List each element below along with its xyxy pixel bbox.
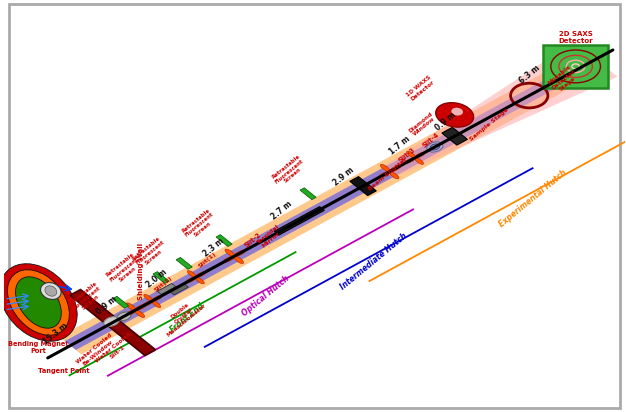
Text: Slit-3: Slit-3 bbox=[398, 147, 416, 164]
Text: Sample Stage: Sample Stage bbox=[468, 107, 509, 142]
Text: 2.9 m: 2.9 m bbox=[332, 166, 356, 187]
Ellipse shape bbox=[16, 277, 61, 328]
Text: Retractable
Fluorescent
Screen: Retractable Fluorescent Screen bbox=[131, 235, 169, 271]
Ellipse shape bbox=[415, 152, 425, 158]
Ellipse shape bbox=[8, 270, 69, 335]
Ellipse shape bbox=[0, 264, 77, 341]
Ellipse shape bbox=[379, 171, 390, 178]
Ellipse shape bbox=[104, 317, 120, 326]
FancyBboxPatch shape bbox=[274, 206, 324, 235]
FancyBboxPatch shape bbox=[9, 4, 620, 408]
Ellipse shape bbox=[436, 103, 474, 127]
Ellipse shape bbox=[41, 283, 61, 300]
Text: Experimental Hutch: Experimental Hutch bbox=[497, 168, 568, 229]
Text: Optical Hutch: Optical Hutch bbox=[240, 274, 290, 318]
Text: 0.9 m: 0.9 m bbox=[94, 295, 118, 317]
Text: Water Cooled
Slit-1: Water Cooled Slit-1 bbox=[95, 332, 136, 368]
Text: Retractable
Fluorescent
Screen: Retractable Fluorescent Screen bbox=[68, 281, 105, 316]
Ellipse shape bbox=[45, 286, 57, 296]
Text: 2.0 m: 2.0 m bbox=[145, 267, 169, 289]
FancyBboxPatch shape bbox=[543, 45, 608, 88]
Text: Retractable
Fluorescent
Screen: Retractable Fluorescent Screen bbox=[270, 154, 309, 189]
Text: Retractable
Fluorescent
Screen: Retractable Fluorescent Screen bbox=[180, 207, 218, 243]
Text: Slit-2: Slit-2 bbox=[244, 231, 262, 248]
Text: 2.7 m: 2.7 m bbox=[269, 199, 294, 222]
Text: Beam Shutter: Beam Shutter bbox=[367, 157, 408, 192]
Ellipse shape bbox=[126, 303, 136, 310]
Text: Intermediate Hutch: Intermediate Hutch bbox=[338, 231, 409, 291]
Text: Front End: Front End bbox=[168, 301, 206, 334]
Text: 6.3 m: 6.3 m bbox=[518, 64, 542, 86]
Ellipse shape bbox=[187, 271, 196, 277]
Ellipse shape bbox=[223, 256, 234, 262]
Text: 15.3 m: 15.3 m bbox=[41, 321, 69, 346]
FancyBboxPatch shape bbox=[442, 127, 468, 145]
FancyBboxPatch shape bbox=[153, 272, 169, 283]
Text: 2.3 m: 2.3 m bbox=[202, 236, 225, 258]
Text: 2D SAXS
Detector: 2D SAXS Detector bbox=[558, 31, 593, 44]
Ellipse shape bbox=[389, 171, 399, 179]
FancyBboxPatch shape bbox=[350, 177, 376, 196]
Ellipse shape bbox=[135, 310, 145, 318]
Ellipse shape bbox=[427, 142, 443, 152]
Text: Movable
Detector
Stage: Movable Detector Stage bbox=[547, 63, 580, 95]
Ellipse shape bbox=[451, 108, 463, 115]
FancyBboxPatch shape bbox=[170, 284, 188, 295]
Text: Diamond
Window: Diamond Window bbox=[408, 111, 437, 138]
Ellipse shape bbox=[225, 249, 235, 256]
Ellipse shape bbox=[152, 295, 162, 301]
Text: Toroidal
Mirror: Toroidal Mirror bbox=[255, 225, 284, 250]
FancyBboxPatch shape bbox=[216, 234, 232, 246]
Ellipse shape bbox=[152, 301, 161, 308]
FancyBboxPatch shape bbox=[113, 296, 129, 308]
Ellipse shape bbox=[117, 312, 131, 321]
Ellipse shape bbox=[405, 158, 415, 163]
Text: Retractable
Fluorescent
Screen: Retractable Fluorescent Screen bbox=[105, 252, 143, 287]
Ellipse shape bbox=[195, 277, 204, 284]
Text: Tangent Point: Tangent Point bbox=[38, 368, 89, 374]
Polygon shape bbox=[381, 42, 618, 178]
Text: Double
Crystal
Monochromator: Double Crystal Monochromator bbox=[159, 294, 207, 337]
Text: Slit(1): Slit(1) bbox=[197, 251, 217, 269]
Ellipse shape bbox=[234, 256, 244, 264]
Text: Slit-4: Slit-4 bbox=[421, 132, 440, 149]
FancyBboxPatch shape bbox=[176, 258, 192, 269]
Ellipse shape bbox=[144, 294, 153, 301]
Ellipse shape bbox=[234, 250, 245, 257]
Text: Water Cooled
Be-Window: Water Cooled Be-Window bbox=[75, 333, 117, 370]
Ellipse shape bbox=[415, 158, 424, 164]
Ellipse shape bbox=[381, 164, 390, 172]
Text: Slit(1): Slit(1) bbox=[153, 276, 173, 293]
Text: 0.9 m: 0.9 m bbox=[433, 110, 458, 132]
FancyBboxPatch shape bbox=[157, 283, 176, 295]
Ellipse shape bbox=[135, 304, 146, 310]
Ellipse shape bbox=[186, 277, 196, 283]
Ellipse shape bbox=[125, 310, 135, 316]
Ellipse shape bbox=[142, 301, 152, 307]
Text: 1D WAXS
Detector: 1D WAXS Detector bbox=[406, 75, 436, 102]
Polygon shape bbox=[59, 50, 607, 354]
FancyBboxPatch shape bbox=[300, 188, 316, 200]
Ellipse shape bbox=[389, 166, 401, 172]
Polygon shape bbox=[65, 55, 602, 350]
Text: Shielding Wall: Shielding Wall bbox=[138, 243, 144, 300]
Ellipse shape bbox=[196, 272, 206, 277]
Text: 1.7 m: 1.7 m bbox=[388, 135, 412, 157]
FancyBboxPatch shape bbox=[70, 290, 155, 356]
Text: Bending Magnet
Port: Bending Magnet Port bbox=[8, 341, 69, 354]
Ellipse shape bbox=[407, 151, 415, 158]
Ellipse shape bbox=[430, 144, 439, 150]
